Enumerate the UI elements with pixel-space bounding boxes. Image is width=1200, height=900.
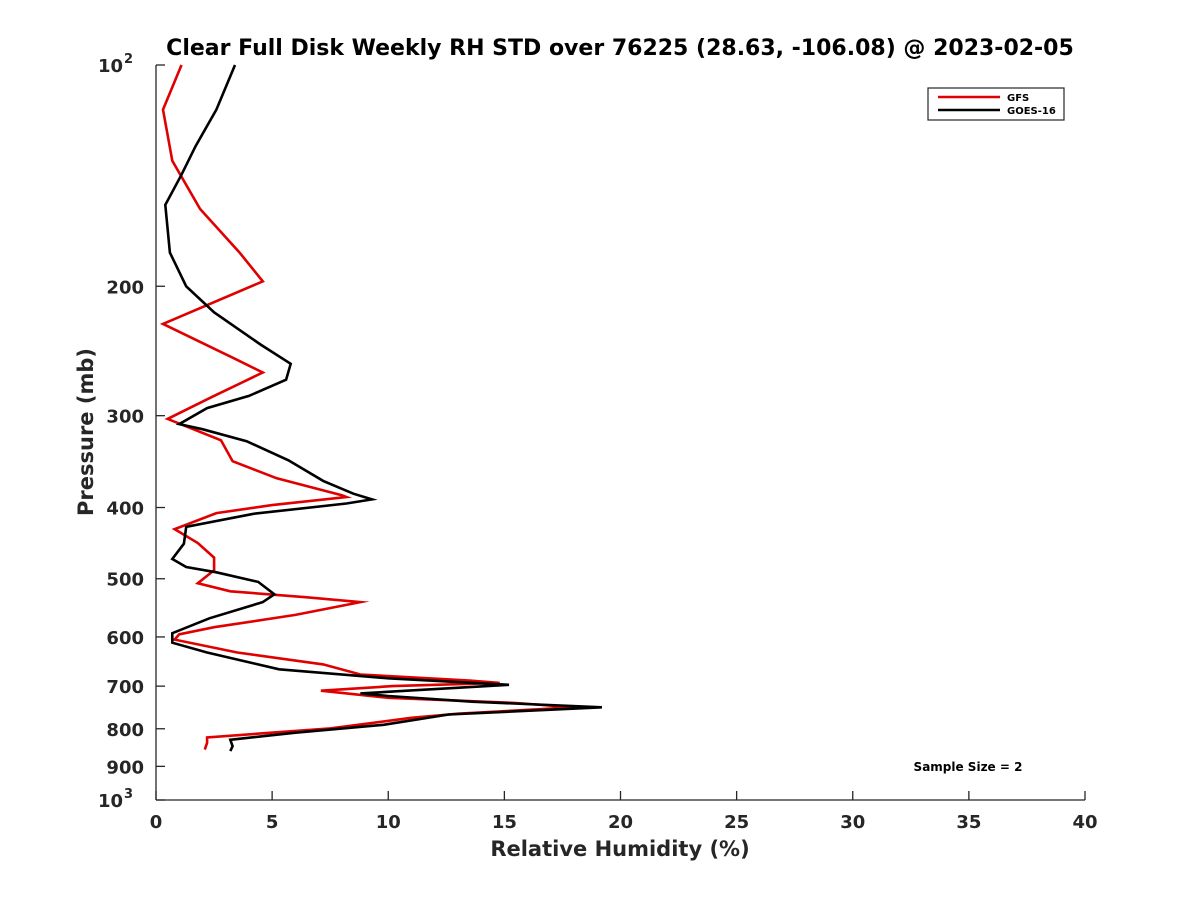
x-tick-label: 10: [376, 812, 401, 833]
legend: GFS GOES-16: [927, 87, 1065, 121]
x-tick-label: 35: [956, 812, 981, 833]
x-ticks: 0 5 10 15 20 25 30 35 40: [150, 791, 1098, 833]
y-axis-label: Pressure (mb): [74, 348, 98, 516]
chart-title: Clear Full Disk Weekly RH STD over 76225…: [166, 36, 1074, 61]
y-tick-label: 10: [98, 791, 123, 812]
legend-box: [927, 87, 1065, 121]
x-tick-label: 25: [724, 812, 749, 833]
y-tick-label: 700: [106, 677, 144, 698]
y-tick-label: 800: [106, 720, 144, 741]
sample-size-annotation: Sample Size = 2: [914, 760, 1023, 774]
plot-area: 0 5 10 15 20 25 30 35 40 10 220030040050060070080…: [98, 52, 1098, 833]
y-tick-exponent: 2: [124, 52, 133, 67]
y-tick-label: 600: [106, 628, 144, 649]
x-tick-label: 15: [492, 812, 517, 833]
y-tick-label: 400: [106, 499, 144, 520]
legend-label-gfs: GFS: [1007, 93, 1029, 104]
x-tick-label: 40: [1072, 812, 1097, 833]
y-tick-exponent: 3: [124, 787, 133, 802]
x-tick-label: 5: [266, 812, 279, 833]
x-tick-label: 20: [608, 812, 633, 833]
series-line-gfs: [159, 64, 575, 751]
y-tick-label: 900: [106, 757, 144, 778]
x-tick-label: 0: [150, 812, 163, 833]
legend-label-goes16: GOES-16: [1007, 106, 1056, 117]
series-line-goes16: [163, 64, 602, 752]
y-tick-label: 200: [106, 277, 144, 298]
x-tick-label: 30: [840, 812, 865, 833]
y-tick-label: 10: [98, 56, 123, 77]
series-layer: [159, 64, 602, 752]
x-axis-label: Relative Humidity (%): [490, 837, 749, 861]
y-tick-label: 300: [106, 407, 144, 428]
y-tick-label: 500: [106, 570, 144, 591]
